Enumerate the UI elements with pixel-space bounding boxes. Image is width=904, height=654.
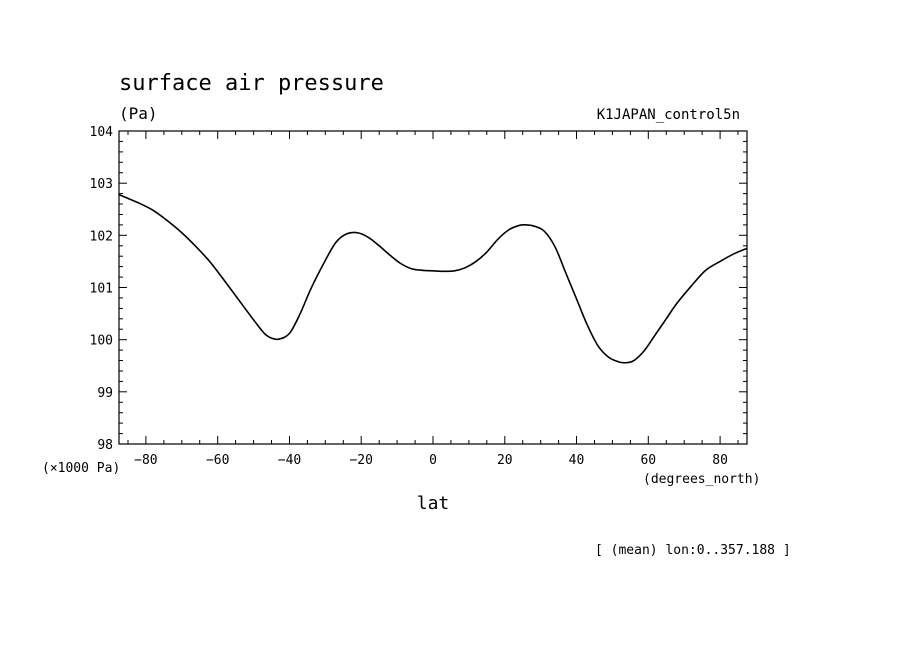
y-tick-label: 98 — [97, 438, 113, 453]
x-tick-label: 40 — [569, 453, 585, 468]
units-label: (Pa) — [119, 104, 158, 123]
x-tick-label: 60 — [640, 453, 656, 468]
chart-title: surface air pressure — [119, 71, 384, 96]
x-tick-label: −60 — [206, 453, 229, 468]
x-tick-label: 0 — [429, 453, 437, 468]
plot-frame — [118, 130, 748, 445]
y-tick-label: 102 — [90, 229, 113, 244]
series-group — [118, 193, 748, 364]
y-scale-label: (×1000 Pa) — [42, 461, 120, 476]
x-units-label: (degrees_north) — [643, 472, 760, 487]
x-tick-label: −20 — [349, 453, 372, 468]
x-tick-label: 20 — [497, 453, 513, 468]
y-tick-label: 101 — [90, 282, 113, 297]
footnote: [ (mean) lon:0..357.188 ] — [595, 543, 791, 558]
axis-tick-labels: −80 −60 −40 −20 0 20 40 60 80 98 99 100 101 102 103 104 — [90, 125, 728, 468]
y-tick-label: 103 — [90, 177, 113, 192]
axis-ticks — [119, 130, 747, 445]
dataset-label: K1JAPAN_control5n — [597, 107, 740, 123]
series-line — [118, 193, 748, 364]
y-tick-label: 104 — [90, 125, 114, 140]
x-tick-label: 80 — [712, 453, 728, 468]
y-tick-label: 99 — [97, 386, 113, 401]
y-tick-label: 100 — [90, 334, 113, 349]
x-tick-label: −40 — [278, 453, 301, 468]
x-tick-label: −80 — [134, 453, 157, 468]
x-axis-label: lat — [417, 493, 450, 514]
